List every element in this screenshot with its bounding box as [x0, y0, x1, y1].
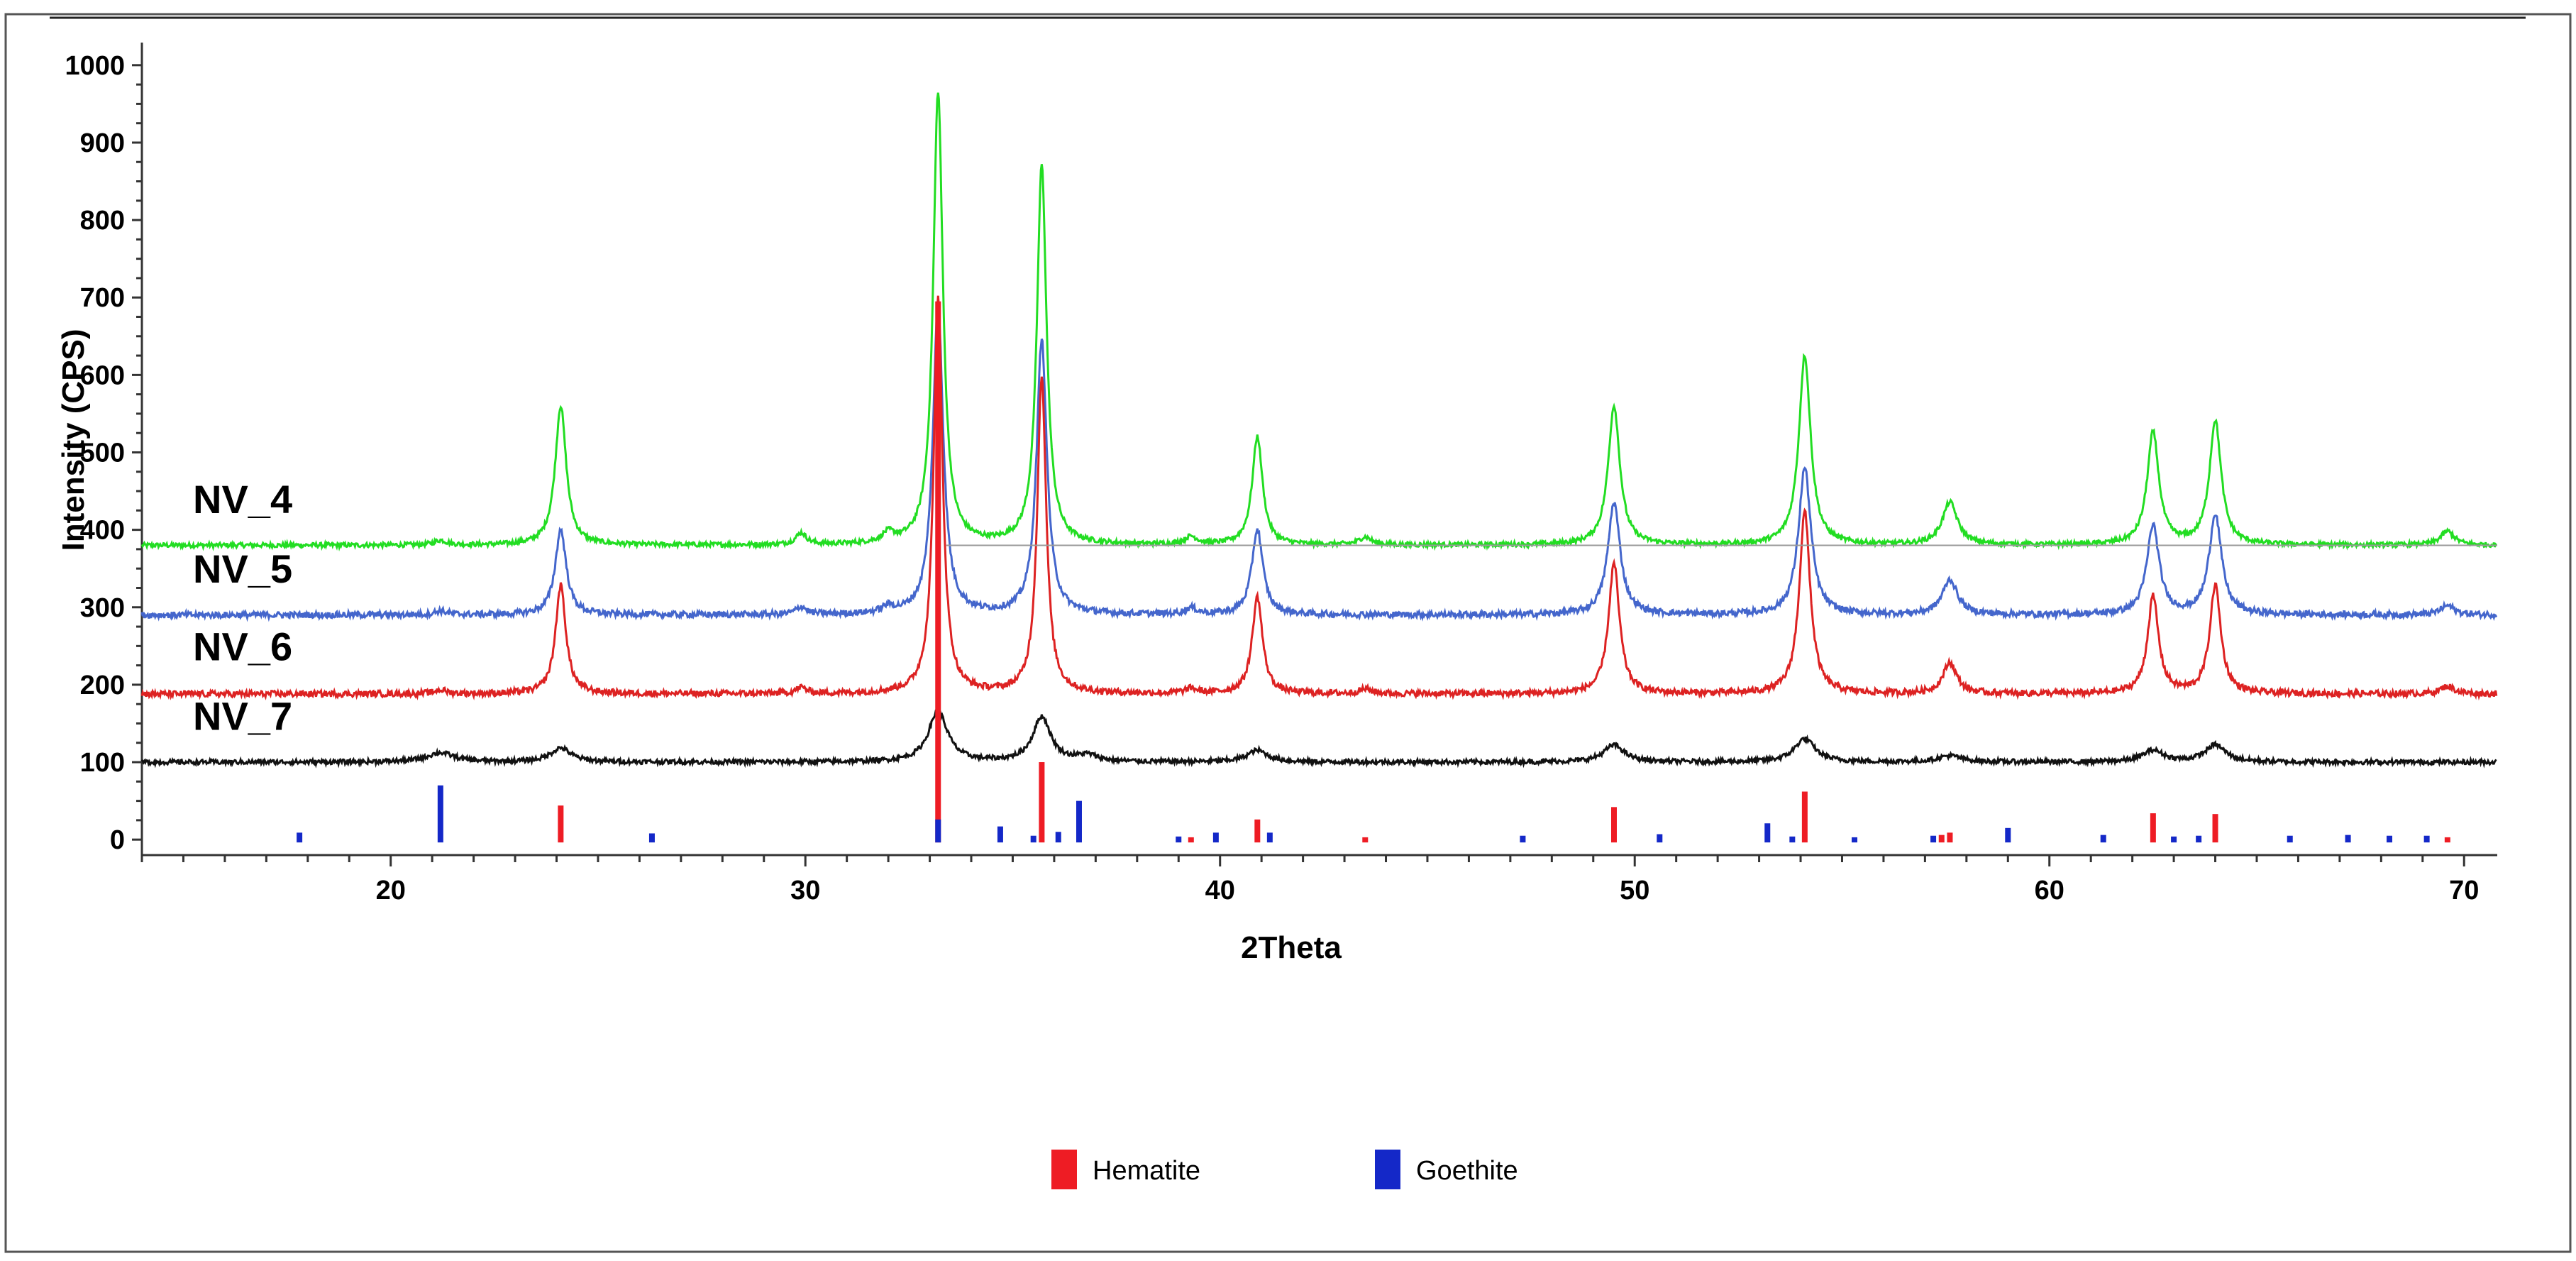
goethite-legend-label: Goethite: [1416, 1156, 1518, 1186]
hematite-line: [1039, 762, 1045, 843]
series-nv-4: [140, 92, 2497, 552]
y-tick-label: 600: [80, 360, 125, 390]
goethite-line: [648, 833, 655, 843]
y-tick-label: 400: [80, 516, 125, 546]
goethite-line: [1789, 836, 1796, 843]
chart-border: [4, 13, 2572, 1253]
x-tick-label: 30: [790, 876, 820, 905]
hematite-line: [2444, 837, 2450, 843]
goethite-line: [2100, 835, 2106, 843]
goethite-line: [1030, 835, 1037, 843]
hematite-line: [1947, 832, 1953, 843]
y-tick-label: 100: [80, 748, 125, 778]
goethite-line: [997, 826, 1003, 843]
goethite-line: [2171, 836, 2177, 843]
hematite-line: [1938, 835, 1945, 843]
hematite-line: [1611, 807, 1617, 843]
hematite-line: [1254, 819, 1261, 843]
goethite-line: [2287, 835, 2293, 843]
series-nv-5: [140, 304, 2498, 622]
y-tick-label: 200: [80, 671, 125, 700]
hematite-line: [935, 301, 941, 843]
y-axis-title: Intensity (CPS): [56, 329, 91, 551]
x-axis-title: 2Theta: [1241, 930, 1342, 965]
x-tick-label: 70: [2449, 876, 2479, 905]
goethite-line: [1852, 837, 1858, 843]
x-tick-label: 40: [1205, 876, 1235, 905]
goethite-line: [2005, 827, 2011, 843]
goethite-line: [297, 832, 303, 843]
hematite-legend-label: Hematite: [1093, 1156, 1200, 1186]
goethite-legend-swatch: [1375, 1150, 1400, 1189]
goethite-line: [1764, 823, 1771, 843]
series-nv-7: [140, 708, 2497, 769]
y-tick-label: 300: [80, 593, 125, 623]
sample-label-nv-7: NV_7: [193, 694, 292, 739]
hematite-line: [1801, 791, 1808, 843]
hematite-line: [558, 805, 564, 843]
y-tick-label: 800: [80, 206, 125, 236]
hematite-line: [1188, 837, 1194, 843]
goethite-line: [2345, 835, 2351, 843]
goethite-line: [2423, 835, 2430, 843]
x-tick-label: 60: [2035, 876, 2064, 905]
goethite-line: [1930, 835, 1937, 843]
goethite-line: [1212, 832, 1219, 843]
goethite-line: [1176, 836, 1182, 843]
x-tick-label: 50: [1620, 876, 1649, 905]
hematite-legend-swatch: [1051, 1150, 1077, 1189]
hematite-line: [1362, 837, 1369, 843]
sample-label-nv-6: NV_6: [193, 624, 292, 668]
hematite-line: [2150, 813, 2156, 843]
goethite-line: [1520, 835, 1526, 843]
sample-label-nv-4: NV_4: [193, 477, 292, 522]
goethite-line: [437, 785, 443, 843]
y-tick-label: 900: [80, 128, 125, 158]
y-tick-label: 0: [110, 825, 125, 855]
series-nv-6: [140, 295, 2498, 701]
legend: Hematite Goethite: [1051, 1150, 1518, 1189]
diffraction-patterns: [140, 92, 2498, 769]
x-tick-label: 20: [376, 876, 406, 905]
goethite-line: [2196, 835, 2202, 843]
sample-label-nv-5: NV_5: [193, 546, 292, 591]
reference-lines: [297, 301, 2450, 843]
goethite-line: [1266, 832, 1273, 843]
axes: 20 30 40 50 60 700100200300400500600700800900…: [65, 43, 2497, 905]
goethite-line: [1076, 800, 1082, 843]
goethite-line: [1055, 832, 1061, 843]
y-tick-label: 1000: [65, 51, 125, 81]
goethite-line: [935, 819, 941, 843]
hematite-line: [2212, 814, 2218, 843]
sample-labels: NV_4 NV_5 NV_6 NV_7: [193, 477, 292, 739]
y-tick-label: 700: [80, 283, 125, 313]
y-tick-label: 500: [80, 439, 125, 468]
goethite-line: [2387, 835, 2393, 843]
goethite-line: [1657, 834, 1663, 843]
